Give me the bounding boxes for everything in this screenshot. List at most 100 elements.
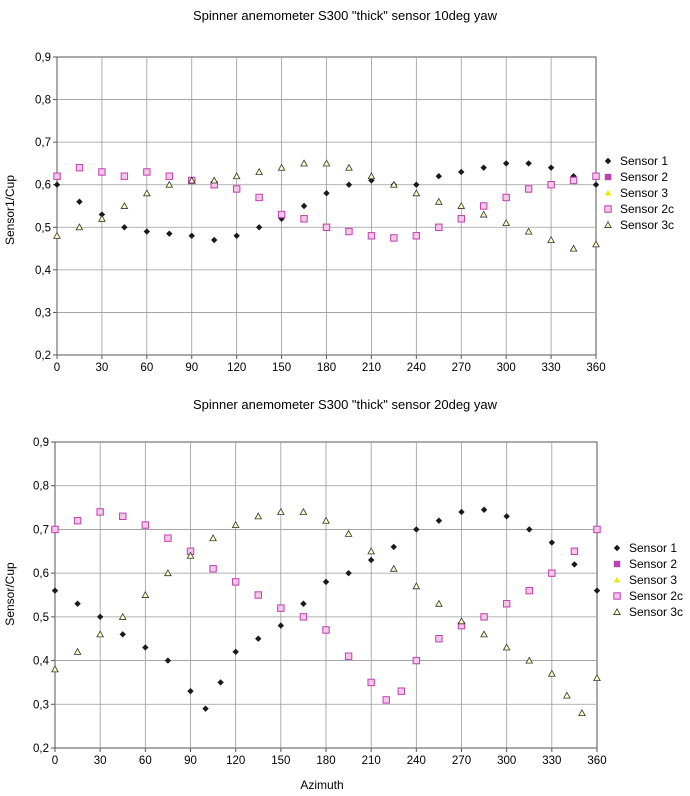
y-tick-label: 0,3 <box>33 699 49 711</box>
data-point <box>570 547 579 555</box>
x-tick-label: 60 <box>140 362 153 374</box>
x-tick-label: 240 <box>407 755 426 767</box>
data-point <box>479 210 488 218</box>
data-point <box>367 232 376 240</box>
data-point <box>276 507 285 515</box>
data-point <box>367 547 376 555</box>
x-tick-label: 240 <box>407 362 426 374</box>
data-point <box>53 172 61 180</box>
data-point <box>300 215 308 223</box>
data-point <box>232 648 239 656</box>
data-point <box>73 647 82 655</box>
data-point <box>187 687 194 695</box>
data-point <box>51 587 59 594</box>
data-point <box>188 232 195 239</box>
data-point <box>217 679 224 686</box>
x-tick-label: 120 <box>226 755 245 767</box>
data-point <box>142 189 151 197</box>
y-tick-label: 0,2 <box>33 743 49 755</box>
series-sensor-3c <box>51 507 601 716</box>
data-point <box>563 691 571 699</box>
x-tick-label: 90 <box>185 362 198 374</box>
legend-label: Sensor 2c <box>629 589 683 603</box>
legend-label: Sensor 1 <box>629 541 677 555</box>
data-point <box>412 189 421 197</box>
y-tick-label: 0,5 <box>33 612 49 624</box>
x-tick-label: 300 <box>497 755 516 767</box>
legend-label: Sensor 3 <box>620 186 668 200</box>
data-point <box>367 556 375 564</box>
data-point <box>277 163 286 171</box>
data-point <box>165 180 174 188</box>
legend-marker <box>613 576 621 583</box>
data-point <box>143 228 151 235</box>
data-point <box>435 599 443 607</box>
data-point <box>344 529 353 537</box>
y-tick-label: 0,6 <box>33 568 49 580</box>
data-point <box>322 516 330 524</box>
data-point <box>480 202 488 210</box>
x-tick-label: 270 <box>452 362 471 374</box>
data-point <box>299 507 308 515</box>
x-tick-label: 210 <box>362 362 381 374</box>
data-point <box>232 185 241 193</box>
data-point <box>592 181 600 188</box>
chart-2-title: Spinner anemometer S300 "thick" sensor 2… <box>193 397 498 412</box>
data-point <box>525 656 534 664</box>
y-tick-label: 0,3 <box>35 307 51 319</box>
x-tick-label: 150 <box>272 362 291 374</box>
chart-1-plot-area: 0 30 60 90 120 150 180 210 240 270 300 330 360 0,2 0,3… <box>35 52 606 374</box>
data-point <box>367 172 376 180</box>
data-point <box>75 163 84 172</box>
data-point <box>412 232 421 240</box>
data-point <box>277 210 286 219</box>
data-point <box>232 172 241 180</box>
data-point <box>457 215 465 223</box>
data-point <box>119 512 127 521</box>
data-point <box>397 687 405 695</box>
data-point <box>435 173 442 180</box>
data-point <box>413 181 420 188</box>
data-point <box>344 652 353 660</box>
data-point <box>548 539 556 546</box>
data-point <box>118 612 127 620</box>
data-point <box>75 223 84 231</box>
data-point <box>389 564 398 572</box>
y-tick-label: 0,4 <box>35 265 52 277</box>
data-point <box>547 236 555 244</box>
x-tick-label: 330 <box>542 755 561 767</box>
data-point <box>593 525 601 534</box>
data-point <box>322 223 331 231</box>
data-point <box>166 230 173 237</box>
data-point <box>255 193 263 202</box>
data-point <box>503 513 510 520</box>
data-point <box>164 657 172 664</box>
data-point <box>345 227 353 236</box>
data-point <box>164 534 172 542</box>
data-point <box>593 674 601 682</box>
data-point <box>548 569 556 577</box>
data-point <box>502 193 510 202</box>
data-point <box>435 517 443 524</box>
legend-marker <box>604 205 612 213</box>
data-point <box>254 512 263 520</box>
data-point <box>413 526 420 533</box>
data-point <box>480 164 487 171</box>
data-point <box>300 202 308 210</box>
data-point <box>255 224 263 231</box>
data-point <box>96 630 105 638</box>
data-point <box>233 232 240 239</box>
data-point <box>51 665 59 673</box>
data-point <box>434 197 443 205</box>
data-point <box>502 643 511 651</box>
data-point <box>51 525 59 534</box>
x-tick-label: 30 <box>96 362 109 374</box>
data-point <box>345 181 353 188</box>
data-point <box>254 591 262 599</box>
data-point <box>593 587 601 594</box>
legend-label: Sensor 3c <box>620 218 674 232</box>
data-point <box>164 569 172 577</box>
legend-marker <box>613 607 621 615</box>
y-tick-label: 0,6 <box>35 180 51 192</box>
